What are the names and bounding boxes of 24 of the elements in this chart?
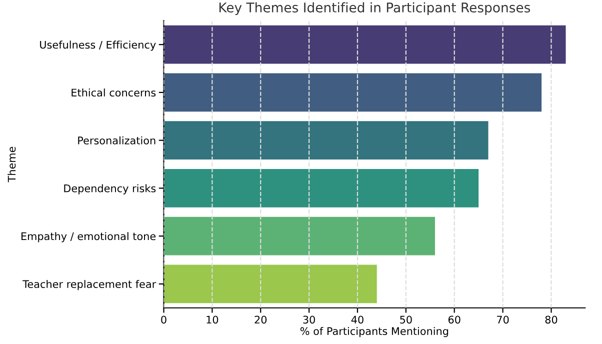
x-tick-label: 60 [448,316,460,324]
y-tick-label: Teacher replacement fear [22,280,156,290]
bar [164,216,435,256]
chart-title: Key Themes Identified in Participant Responses [219,2,530,16]
y-tick-label: Empathy / emotional tone [21,232,156,242]
x-tick-label: 40 [351,316,364,324]
x-tick-label: 10 [206,316,218,324]
bar [164,264,377,304]
bar [164,121,488,160]
y-tick-label: Personalization [78,136,156,144]
bar [164,169,479,208]
bar [164,73,542,112]
x-tick-label: 80 [545,316,558,324]
y-tick-label: Usefulness / Efficiency [40,40,156,51]
y-tick-label: Dependency risks [64,184,156,194]
bar [164,25,566,64]
x-tick-label: 0 [161,316,166,324]
x-tick-label: 20 [254,316,267,324]
x-axis-title: % of Participants Mentioning [300,326,448,338]
x-tick-label: 30 [303,316,315,324]
x-tick-label: 70 [497,316,509,324]
y-axis-title: Theme [8,146,16,182]
y-tick-label: Ethical concerns [72,88,156,97]
x-tick-label: 50 [400,316,412,324]
